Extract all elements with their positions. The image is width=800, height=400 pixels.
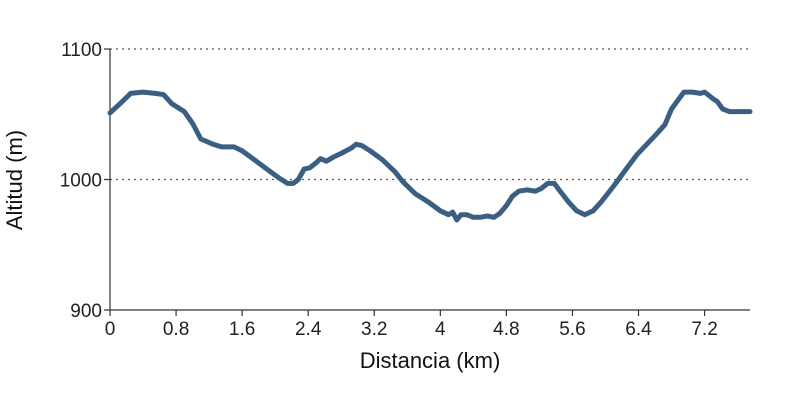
x-tick-label: 4 xyxy=(435,319,446,340)
x-tick-label: 0 xyxy=(105,319,116,340)
x-tick-label: 0.8 xyxy=(163,319,189,340)
x-axis-title: Distancia (km) xyxy=(360,348,501,373)
x-tick-label: 5.6 xyxy=(559,319,585,340)
x-tick-label: 3.2 xyxy=(361,319,387,340)
x-tick-label: 2.4 xyxy=(295,319,322,340)
x-tick-label: 6.4 xyxy=(625,319,652,340)
y-tick-label: 900 xyxy=(70,301,102,322)
y-axis-title: Altitud (m) xyxy=(2,130,27,230)
grid-layer xyxy=(110,48,750,181)
y-tick-label: 1000 xyxy=(60,171,102,192)
x-tick-label: 1.6 xyxy=(229,319,255,340)
elevation-series-line xyxy=(107,89,753,223)
tick-layer: 900 1000 1100 0 0.8 1.6 2.4 3.2 4 4.8 5.6 6.4 7.2 xyxy=(60,40,718,340)
y-tick-label: 1100 xyxy=(61,40,102,61)
x-tick-label: 7.2 xyxy=(691,319,717,340)
x-tick-label: 4.8 xyxy=(493,319,519,340)
series-layer xyxy=(107,89,753,223)
